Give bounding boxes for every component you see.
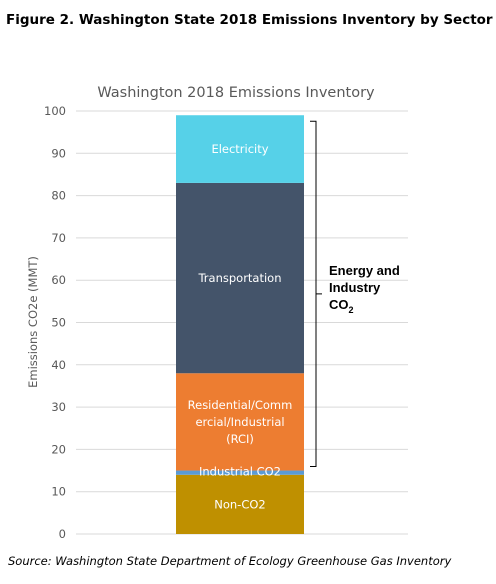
segment-label-1: Industrial CO2	[199, 465, 281, 479]
segment-label-4: Electricity	[211, 142, 268, 156]
bracket-line	[310, 120, 317, 468]
segment-label-0: Non-CO2	[214, 497, 265, 511]
segment-label-2: Residential/Comm ercial/Industrial (RCI)	[188, 398, 293, 446]
bar-segment-3	[176, 182, 304, 374]
segment-label-3: Transportation	[197, 271, 281, 285]
source-note: Source: Washington State Department of E…	[8, 554, 452, 568]
chart-title: Washington 2018 Emissions Inventory	[97, 85, 375, 101]
y-tick-label-50: 50	[51, 316, 66, 330]
y-tick-label-80: 80	[51, 189, 66, 203]
y-axis-label: Emissions CO2e (MMT)	[26, 256, 40, 388]
y-tick-label-100: 100	[44, 104, 66, 118]
bar-segments	[176, 115, 304, 534]
y-tick-label-40: 40	[51, 358, 66, 372]
bracket-annotation: Energy and Industry CO2	[310, 120, 400, 468]
y-tick-label-0: 0	[59, 527, 66, 541]
bar-segment-1	[176, 470, 304, 475]
y-tick-labels: 0 10 20 30 40 50 60 70 80 90 100	[44, 104, 66, 541]
y-tick-label-20: 20	[51, 442, 66, 456]
y-tick-label-90: 90	[51, 146, 66, 160]
y-tick-label-30: 30	[51, 400, 66, 414]
segment-labels: Non-CO2 Industrial CO2 Residential/Comm erc…	[188, 142, 293, 511]
bar-segment-2	[176, 373, 304, 471]
bracket-label: Energy and Industry CO2	[329, 263, 400, 315]
y-tick-label-70: 70	[51, 231, 66, 245]
bar-segment-0	[176, 474, 304, 534]
bar-segment-4	[176, 115, 304, 183]
figure-title: Figure 2. Washington State 2018 Emission…	[6, 12, 493, 28]
y-tick-label-60: 60	[51, 273, 66, 287]
y-tick-label-10: 10	[51, 485, 66, 499]
